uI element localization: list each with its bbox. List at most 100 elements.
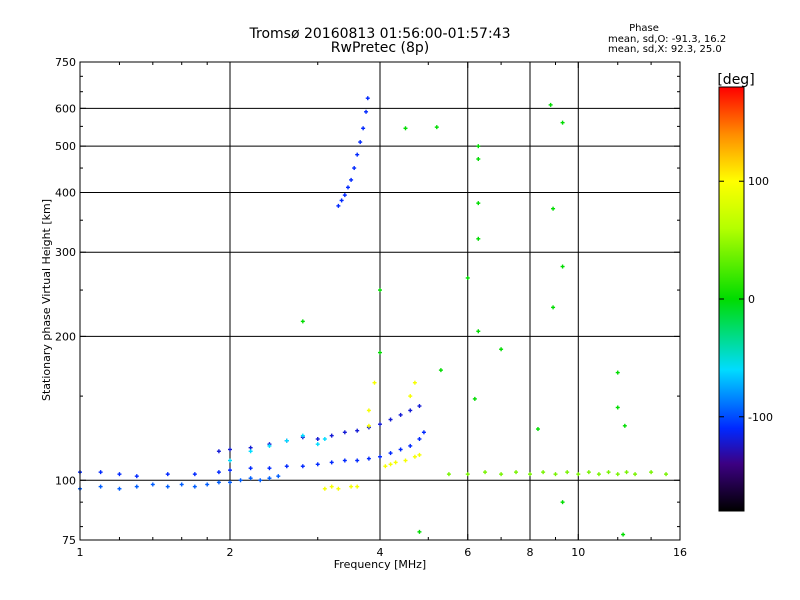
data-point: [621, 532, 626, 537]
data-point: [553, 472, 558, 477]
data-point: [342, 458, 347, 463]
data-point: [315, 442, 320, 447]
data-point: [664, 472, 669, 477]
data-point: [465, 472, 470, 477]
x-tick-label: 8: [527, 546, 534, 559]
data-points: [78, 96, 669, 537]
data-point: [315, 436, 320, 441]
data-point: [276, 474, 281, 479]
data-point: [300, 319, 305, 324]
data-point: [355, 458, 360, 463]
data-point: [417, 529, 422, 534]
colorbar: 100 0 -100: [718, 86, 773, 512]
data-point: [560, 120, 565, 125]
data-point: [352, 166, 357, 171]
data-point: [528, 472, 532, 477]
y-tick-label: 300: [55, 246, 76, 259]
data-point: [472, 396, 477, 401]
colorbar-tick-label: -100: [748, 411, 773, 424]
data-point: [258, 478, 263, 483]
x-tick-label: 2: [227, 546, 234, 559]
y-axis-label: Stationary phase Virtual Height [km]: [40, 199, 53, 401]
data-point: [98, 470, 103, 475]
data-point: [228, 458, 232, 463]
data-point: [403, 126, 408, 131]
y-tick-label: 100: [55, 474, 76, 487]
colorbar-tick-label: 0: [748, 293, 755, 306]
data-point: [238, 478, 243, 483]
data-point: [465, 275, 470, 280]
data-point: [366, 423, 371, 428]
data-point: [345, 185, 350, 190]
data-point: [205, 482, 210, 487]
data-point: [165, 484, 170, 489]
data-point: [216, 449, 221, 454]
data-point: [622, 423, 627, 428]
data-point: [228, 447, 232, 452]
data-point: [336, 486, 341, 491]
data-point: [378, 422, 382, 427]
data-point: [342, 193, 347, 198]
data-point: [134, 474, 139, 479]
data-point: [150, 482, 155, 487]
data-point: [228, 480, 232, 485]
data-point: [551, 305, 556, 310]
data-point: [606, 470, 611, 475]
data-point: [565, 470, 570, 475]
data-point: [267, 466, 272, 471]
x-axis-label: Frequency [MHz]: [334, 558, 426, 571]
axes: 1 2 4 6 8 10 16 75 100 200 300 400 500 600 750: [55, 56, 687, 559]
data-point: [408, 394, 413, 399]
data-point: [248, 476, 253, 481]
data-point: [339, 198, 344, 203]
data-point: [329, 460, 334, 465]
y-tick-label: 200: [55, 330, 76, 343]
data-point: [476, 329, 481, 334]
data-point: [417, 452, 422, 457]
data-point: [476, 144, 481, 149]
data-point: [117, 472, 122, 477]
data-point: [378, 454, 382, 459]
data-point: [228, 468, 232, 473]
data-point: [615, 472, 620, 477]
data-point: [499, 347, 504, 352]
data-point: [366, 456, 371, 461]
data-point: [408, 443, 413, 448]
colorbar-tick-label: 100: [748, 175, 769, 188]
data-point: [417, 436, 422, 441]
data-point: [300, 464, 305, 469]
phase-x-stats: mean, sd,X: 92.3, 25.0: [608, 44, 722, 55]
data-point: [365, 96, 370, 101]
data-point: [216, 480, 221, 485]
data-point: [560, 264, 565, 269]
data-point: [476, 201, 481, 206]
data-point: [378, 288, 382, 293]
data-point: [342, 430, 347, 435]
data-point: [398, 412, 403, 417]
y-tick-label: 500: [55, 140, 76, 153]
data-point: [421, 430, 426, 435]
data-point: [576, 472, 581, 477]
data-point: [541, 470, 546, 475]
data-point: [633, 472, 638, 477]
data-point: [322, 436, 327, 441]
data-point: [403, 458, 408, 463]
data-point: [355, 428, 360, 433]
x-tick-label: 16: [673, 546, 687, 559]
data-point: [514, 470, 519, 475]
data-point: [417, 404, 422, 409]
y-tick-label: 400: [55, 186, 76, 199]
data-point: [192, 472, 197, 477]
data-point: [499, 472, 504, 477]
data-point: [412, 454, 417, 459]
data-point: [248, 449, 253, 454]
data-point: [615, 405, 620, 410]
data-point: [117, 486, 122, 491]
data-point: [388, 451, 393, 456]
data-point: [624, 470, 629, 475]
data-point: [216, 470, 221, 475]
data-point: [483, 470, 488, 475]
data-point: [315, 462, 320, 467]
data-point: [586, 470, 591, 475]
